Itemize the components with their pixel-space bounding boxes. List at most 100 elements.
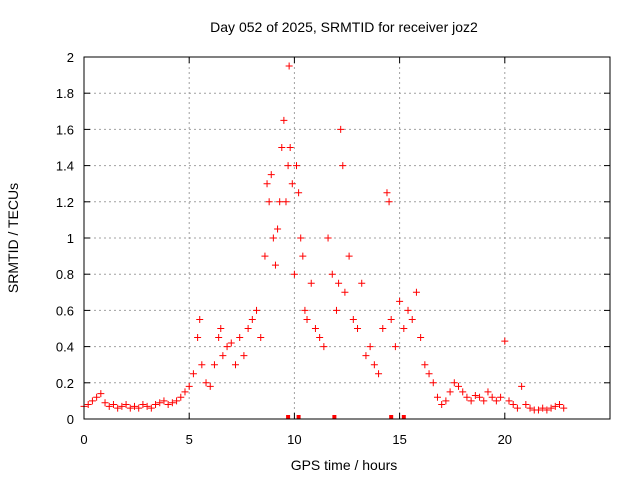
data-point [513, 404, 521, 412]
data-point [206, 382, 214, 390]
data-point [196, 315, 204, 323]
bottom-mark [296, 415, 301, 419]
data-point [274, 225, 282, 233]
data-point [93, 393, 101, 401]
data-point [349, 315, 357, 323]
y-tick-label: 1.8 [56, 86, 74, 101]
data-point [412, 288, 420, 296]
data-point [396, 297, 404, 305]
data-point [109, 401, 117, 409]
data-point [400, 325, 408, 332]
y-axis-title: SRMTID / TECUs [5, 183, 21, 293]
data-point [488, 393, 496, 401]
data-point [385, 198, 393, 206]
data-point [442, 397, 450, 405]
data-point [404, 306, 412, 314]
y-tick-label: 0.4 [56, 340, 74, 355]
data-point [215, 334, 223, 342]
data-point [560, 404, 568, 412]
data-point [269, 234, 277, 242]
data-point [194, 334, 202, 342]
data-point [303, 315, 311, 323]
data-point [97, 390, 105, 398]
data-point [244, 325, 252, 332]
data-point [421, 361, 429, 369]
data-point [114, 404, 122, 412]
data-point [160, 397, 168, 405]
y-tick-label: 1.2 [56, 195, 74, 210]
data-point [219, 352, 227, 360]
data-point [505, 397, 513, 405]
data-point [379, 325, 387, 332]
bottom-mark [286, 415, 291, 419]
data-point [463, 393, 471, 401]
y-tick-label: 2 [67, 50, 74, 65]
data-point [101, 399, 109, 407]
data-point [202, 379, 210, 387]
data-point [328, 270, 336, 278]
data-point [539, 404, 547, 412]
data-point [446, 388, 454, 396]
data-point [480, 397, 488, 405]
data-point [236, 334, 244, 342]
data-point [358, 279, 366, 287]
data-point [467, 397, 475, 405]
data-point [551, 402, 559, 410]
data-point [88, 397, 96, 405]
data-point [547, 404, 555, 412]
x-tick-label: 5 [186, 432, 193, 447]
data-point [257, 334, 265, 342]
data-point [126, 404, 134, 412]
data-point [455, 382, 463, 390]
data-point [156, 399, 164, 407]
data-point [295, 189, 303, 197]
x-tick-label: 0 [80, 432, 87, 447]
data-point [556, 401, 564, 409]
data-point [164, 401, 172, 409]
grid-lines [84, 57, 610, 419]
data-point [337, 125, 345, 133]
data-point [181, 388, 189, 396]
y-tick-label: 1.4 [56, 159, 74, 174]
data-point [118, 402, 126, 410]
data-point [253, 306, 261, 314]
data-point [290, 270, 298, 278]
data-point [362, 352, 370, 360]
data-point [284, 162, 292, 170]
data-point [210, 361, 218, 369]
x-tick-label: 20 [498, 432, 512, 447]
data-point [297, 234, 305, 242]
y-tick-label: 0.2 [56, 376, 74, 391]
data-point [105, 402, 113, 410]
tick-labels: 00.20.40.60.811.21.41.61.820 5 10 15 20 [56, 50, 512, 447]
data-point [370, 361, 378, 369]
data-point [366, 343, 374, 351]
y-tick-label: 0 [67, 412, 74, 427]
data-point [177, 393, 185, 401]
data-point [534, 406, 542, 414]
data-point [375, 370, 383, 378]
data-point [417, 334, 425, 342]
data-point [408, 315, 416, 323]
data-point [135, 404, 143, 412]
data-point [248, 315, 256, 323]
y-tick-label: 1 [67, 231, 74, 246]
data-point [332, 306, 340, 314]
data-point [324, 234, 332, 242]
data-point [471, 391, 479, 399]
data-point [509, 401, 517, 409]
bottom-mark [401, 415, 406, 419]
data-point [285, 62, 293, 70]
data-point [217, 325, 225, 332]
data-point [425, 370, 433, 378]
data-point [130, 402, 138, 410]
data-point [152, 401, 160, 409]
data-point [345, 252, 353, 260]
data-point [185, 382, 193, 390]
x-tick-label: 10 [287, 432, 301, 447]
data-point [286, 144, 294, 151]
data-point [276, 198, 284, 206]
bottom-marks [286, 415, 406, 419]
data-point [278, 144, 286, 151]
data-point [429, 379, 437, 387]
